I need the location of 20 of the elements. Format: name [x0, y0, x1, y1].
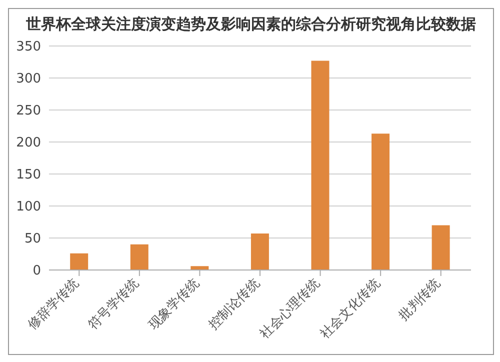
x-tick-label: 批判传统: [396, 276, 444, 324]
bar: [311, 60, 330, 270]
bar: [70, 253, 88, 270]
y-tick-label: 50: [24, 232, 41, 247]
bar: [372, 134, 390, 270]
y-tick-label: 250: [16, 104, 41, 119]
x-tick-label: 现象学传统: [146, 276, 203, 333]
bar: [130, 244, 148, 270]
bar: [432, 225, 450, 270]
x-tick-label: 修辞学传统: [25, 276, 82, 333]
y-tick-label: 100: [16, 200, 41, 215]
y-tick-label: 0: [32, 264, 41, 279]
bar: [190, 266, 209, 270]
x-tick-label: 符号学传统: [86, 276, 142, 333]
y-tick-label: 200: [16, 136, 41, 151]
chart-title: 世界杯全球关注度演变趋势及影响因素的综合分析研究视角比较数据: [25, 14, 477, 35]
y-tick-label: 350: [16, 40, 41, 55]
bar: [250, 234, 269, 270]
y-tick-label: 300: [16, 72, 41, 87]
y-tick-label: 150: [16, 168, 41, 183]
